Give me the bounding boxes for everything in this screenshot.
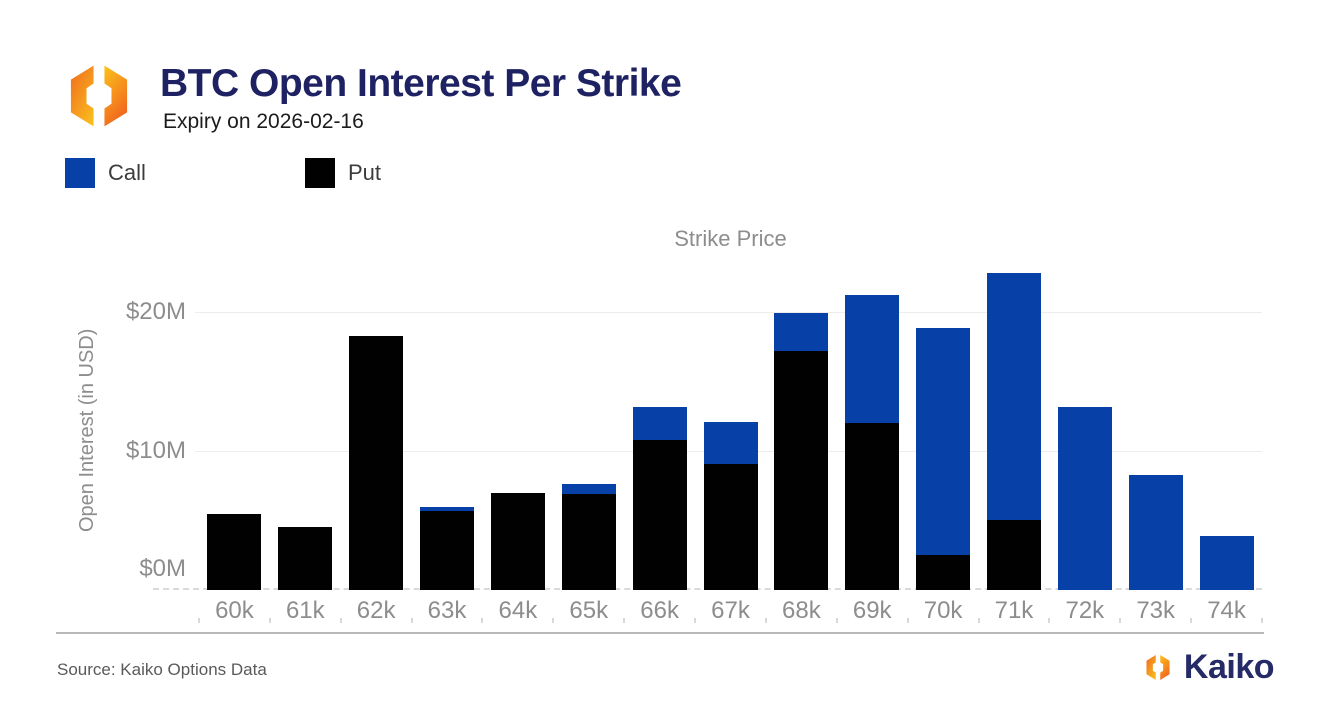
x-tick-label-68k: 68k [782, 597, 821, 624]
axis-boundary-tick [410, 618, 413, 623]
bar-call-72k[interactable] [1057, 407, 1112, 590]
axis-boundary-tick [1119, 618, 1122, 623]
bar-put-63k[interactable] [420, 511, 475, 590]
bar-put-69k[interactable] [845, 423, 900, 590]
bar-put-65k[interactable] [561, 494, 616, 590]
axis-boundary-tick [977, 618, 980, 623]
call-color-swatch [65, 158, 95, 188]
brand-lockup: Kaiko [1142, 648, 1275, 687]
bar-put-71k[interactable] [986, 520, 1041, 590]
bar-call-66k[interactable] [632, 407, 687, 440]
bar-put-62k[interactable] [349, 336, 404, 590]
axis-boundary-tick [481, 618, 484, 623]
bar-put-60k[interactable] [207, 514, 262, 590]
axis-boundary-tick [764, 618, 767, 623]
x-tick-label-67k: 67k [711, 597, 750, 624]
axis-boundary-tick [623, 618, 626, 623]
y-axis-title: Open Interest (in USD) [76, 328, 98, 532]
x-tick-label-63k: 63k [427, 597, 467, 624]
x-tick-label-61k: 61k [285, 597, 325, 624]
source-caption: Source: Kaiko Options Data [57, 660, 267, 679]
x-tick-label-71k: 71k [994, 597, 1034, 624]
axis-boundary-tick [1048, 618, 1051, 623]
x-axis-title: Strike Price [674, 226, 787, 251]
x-tick-label-65k: 65k [569, 597, 609, 624]
axis-boundary-tick [339, 618, 342, 623]
bar-call-70k[interactable] [916, 328, 971, 555]
bar-call-68k[interactable] [774, 313, 829, 351]
axis-boundary-tick [1190, 618, 1193, 623]
bar-call-65k[interactable] [561, 484, 616, 494]
bar-call-73k[interactable] [1128, 475, 1183, 590]
page-subtitle: Expiry on 2026-02-16 [163, 110, 364, 133]
kaiko-logo-icon [70, 65, 128, 127]
footer-divider [56, 632, 1264, 634]
page-title: BTC Open Interest Per Strike [160, 62, 682, 105]
x-tick-label-60k: 60k [215, 597, 254, 624]
bar-put-68k[interactable] [774, 351, 829, 590]
x-tick-label-72k: 72k [1065, 597, 1105, 624]
bar-call-71k[interactable] [986, 273, 1041, 520]
x-tick-label-69k: 69k [852, 597, 892, 624]
x-tick-label-74k: 74k [1207, 597, 1246, 624]
bar-call-67k[interactable] [703, 422, 758, 464]
legend-call-label: Call [108, 160, 146, 185]
axis-boundary-tick [1261, 618, 1263, 623]
bar-put-64k[interactable] [490, 493, 545, 590]
bar-call-63k[interactable] [420, 507, 475, 511]
gridline-$20M [195, 312, 1262, 313]
x-tick-label-64k: 64k [498, 597, 538, 624]
y-tick-label: $10M [125, 437, 186, 464]
bar-put-70k[interactable] [916, 555, 971, 590]
x-tick-label-62k: 62k [356, 597, 396, 624]
axis-boundary-tick [198, 618, 200, 623]
legend-put-label: Put [348, 160, 382, 185]
y-tick-label: $20M [125, 298, 186, 325]
bar-put-67k[interactable] [703, 464, 758, 590]
axis-boundary-tick [906, 618, 909, 623]
x-tick-label-66k: 66k [640, 597, 679, 624]
axis-boundary-tick [268, 618, 271, 623]
bar-put-61k[interactable] [278, 527, 333, 590]
bar-call-69k[interactable] [845, 295, 900, 423]
legend-item-call[interactable]: Call [65, 158, 146, 188]
y-tick-label: $0M [139, 555, 186, 582]
bar-put-66k[interactable] [632, 440, 687, 590]
axis-boundary-tick [694, 618, 697, 623]
legend-item-put[interactable]: Put [305, 158, 381, 188]
axis-boundary-tick [835, 618, 838, 623]
put-color-swatch [305, 158, 335, 188]
bar-call-74k[interactable] [1199, 536, 1254, 590]
brand-wordmark: Kaiko [1183, 648, 1275, 686]
axis-boundary-tick [552, 618, 555, 623]
kaiko-footer-icon [1146, 655, 1170, 680]
x-tick-label-70k: 70k [923, 597, 963, 624]
x-tick-label-73k: 73k [1136, 597, 1176, 624]
